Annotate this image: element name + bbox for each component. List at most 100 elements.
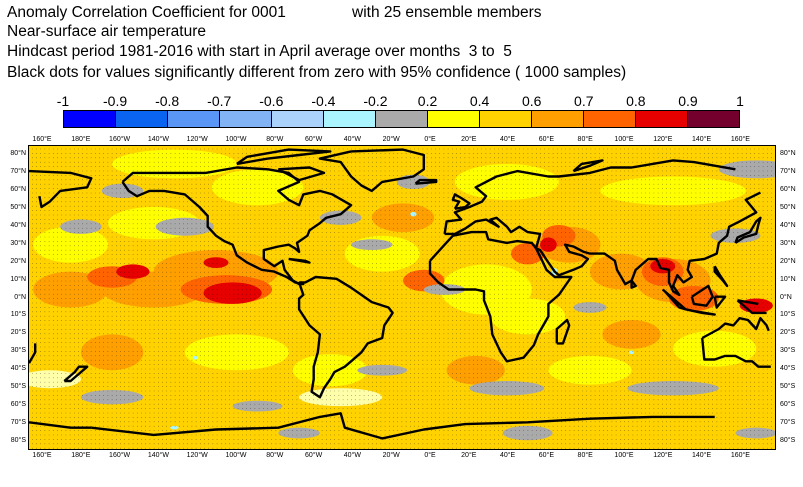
longitude-label: 160°E [32, 136, 52, 143]
latitude-label: 70°S [10, 419, 26, 427]
coastlines [29, 148, 771, 440]
colorbar-segment [64, 111, 116, 127]
longitude-label: 60°E [538, 136, 555, 143]
latitude-label: 10°N [10, 275, 26, 283]
colorbar-segment [168, 111, 220, 127]
value-patch [155, 217, 214, 236]
map-panel [28, 145, 776, 450]
coastline [736, 299, 767, 315]
colorbar-label: 0.6 [521, 93, 542, 109]
value-patch [469, 381, 545, 396]
longitude-label: 120°W [186, 452, 208, 459]
latitude-label: 50°N [780, 203, 796, 211]
coastline [701, 316, 770, 340]
colorbar-label: -1 [56, 93, 70, 109]
anomaly-correlation-map [29, 146, 775, 449]
value-patches [29, 149, 775, 441]
coastline [121, 166, 353, 286]
longitude-label: 160°W [109, 452, 131, 459]
value-patch [673, 330, 757, 367]
colorbar-segment [376, 111, 428, 127]
latitude-label: 60°N [10, 185, 26, 193]
value-patch [446, 355, 505, 385]
coastline [29, 169, 93, 209]
value-patch [192, 355, 198, 360]
latitude-label: 50°S [10, 383, 26, 391]
longitude-label: 140°W [147, 136, 169, 143]
latitude-label: 80°S [780, 437, 796, 445]
longitude-label: 0°E [424, 452, 436, 459]
latitude-label: 40°N [10, 221, 26, 229]
value-patch [410, 212, 417, 217]
colorbar-label: -0.8 [155, 93, 180, 109]
value-patch [351, 239, 393, 251]
value-patch [29, 370, 81, 389]
longitude-label: 120°E [653, 136, 673, 143]
longitude-label: 80°E [577, 452, 593, 459]
longitude-label: 140°W [147, 452, 169, 459]
coastline [713, 295, 727, 309]
significance-note: Black dots for values significantly diff… [7, 64, 627, 81]
longitude-label: 100°E [614, 452, 634, 459]
coastline [91, 412, 715, 440]
value-patch [600, 176, 746, 206]
colorbar-label: -0.9 [103, 93, 128, 109]
value-patch [454, 163, 559, 200]
coastline [690, 284, 714, 307]
latitude-label: 10°S [10, 311, 26, 319]
value-patch [548, 355, 632, 385]
colorbar [63, 110, 740, 128]
colorbar-segment [220, 111, 272, 127]
latitude-label: 70°N [780, 167, 796, 175]
latitude-label: 0°N [780, 293, 792, 301]
longitude-label: 140°E [692, 452, 712, 459]
value-patch [423, 284, 466, 295]
colorbar-label: -0.6 [259, 93, 284, 109]
longitude-label: 20°W [382, 452, 400, 459]
latitude-label: 60°S [10, 401, 26, 409]
longitude-label: 20°E [461, 452, 477, 459]
latitude-label: 60°S [780, 401, 796, 409]
coastline [685, 308, 716, 316]
latitude-label: 10°N [780, 275, 796, 283]
longitude-label: 180°E [71, 136, 91, 143]
longitude-label: 160°E [730, 136, 750, 143]
value-patch [629, 350, 635, 355]
longitude-label: 40°E [499, 136, 516, 143]
value-patch [278, 427, 320, 439]
coastline [29, 343, 37, 364]
coastline [443, 159, 736, 235]
longitude-label: 180°E [71, 452, 91, 459]
value-patch [371, 203, 435, 233]
latitude-label: 20°S [10, 329, 26, 337]
longitude-label: 100°W [225, 452, 247, 459]
longitude-label: 40°E [499, 452, 516, 459]
longitude-label: 120°E [653, 452, 673, 459]
latitude-label: 60°N [780, 185, 796, 193]
latitude-label: 20°N [10, 257, 26, 265]
coastline [737, 299, 759, 306]
latitude-label: 30°N [780, 239, 796, 247]
value-patch [112, 149, 237, 179]
latitude-label: 30°S [10, 347, 26, 355]
longitude-label: 40°W [343, 452, 361, 459]
longitude-label: 100°E [614, 136, 634, 143]
value-patch [718, 160, 775, 179]
colorbar-segment [272, 111, 324, 127]
latitude-label: 80°N [10, 149, 26, 157]
latitude-label: 40°S [10, 365, 26, 373]
value-patch [211, 169, 304, 206]
longitude-label: 80°W [266, 452, 284, 459]
longitude-label: 80°W [266, 136, 284, 143]
coastline [414, 178, 438, 185]
longitude-label: 40°W [343, 136, 361, 143]
value-patch [319, 210, 362, 225]
colorbar-label: -0.2 [363, 93, 388, 109]
value-patch [602, 320, 661, 349]
longitude-label: 80°E [577, 136, 593, 143]
value-patch [170, 425, 179, 430]
colorbar-label: 0.8 [626, 93, 646, 109]
value-patch [357, 364, 408, 376]
coastline [236, 148, 332, 166]
colorbar-segment [688, 111, 739, 127]
